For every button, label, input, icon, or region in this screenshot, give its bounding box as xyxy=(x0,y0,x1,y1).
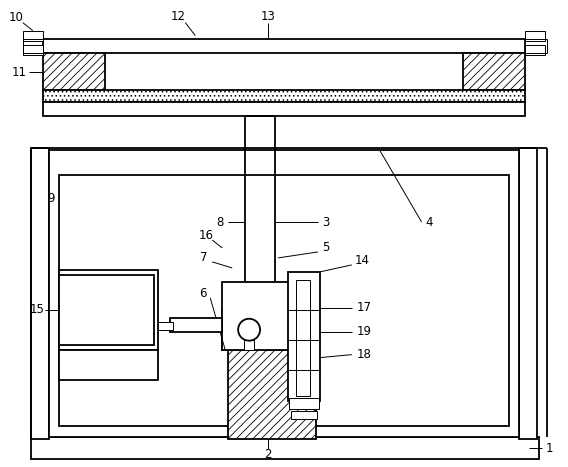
Bar xyxy=(463,53,525,91)
Bar xyxy=(31,148,49,439)
Text: 6: 6 xyxy=(199,287,207,300)
Text: 15: 15 xyxy=(30,303,44,316)
Text: 14: 14 xyxy=(354,255,369,268)
Text: 4: 4 xyxy=(426,216,433,228)
Bar xyxy=(59,275,154,345)
Bar xyxy=(23,31,43,41)
Bar xyxy=(525,44,545,55)
Bar xyxy=(267,310,293,350)
Bar xyxy=(59,175,509,426)
Bar xyxy=(244,340,254,350)
Text: 3: 3 xyxy=(322,216,329,228)
Bar xyxy=(156,322,173,330)
Bar xyxy=(31,438,539,460)
Text: 19: 19 xyxy=(356,325,371,338)
Bar xyxy=(43,39,525,53)
Text: 10: 10 xyxy=(9,11,23,24)
Bar xyxy=(288,272,320,402)
Bar xyxy=(23,44,43,55)
Text: 2: 2 xyxy=(264,448,272,461)
Bar xyxy=(519,148,537,439)
Text: 13: 13 xyxy=(261,10,275,23)
Bar xyxy=(525,31,545,41)
Bar xyxy=(289,397,319,410)
Bar xyxy=(222,282,317,350)
Text: 1: 1 xyxy=(545,442,553,455)
Text: 9: 9 xyxy=(47,191,55,205)
Bar xyxy=(43,102,525,116)
Text: 8: 8 xyxy=(216,216,224,228)
Bar xyxy=(296,280,310,396)
Bar xyxy=(291,411,317,419)
Bar xyxy=(43,91,525,102)
Text: 18: 18 xyxy=(356,348,371,361)
Text: 11: 11 xyxy=(11,66,26,79)
Bar xyxy=(43,53,105,91)
Bar xyxy=(59,350,158,380)
Text: 17: 17 xyxy=(356,301,371,314)
Bar xyxy=(228,347,316,439)
Text: 16: 16 xyxy=(199,229,214,242)
Text: 12: 12 xyxy=(171,10,186,23)
Text: 5: 5 xyxy=(322,241,329,255)
Bar xyxy=(59,270,158,350)
Bar xyxy=(170,318,222,332)
Bar xyxy=(222,310,246,350)
Bar xyxy=(49,150,519,438)
Text: 7: 7 xyxy=(201,251,208,264)
